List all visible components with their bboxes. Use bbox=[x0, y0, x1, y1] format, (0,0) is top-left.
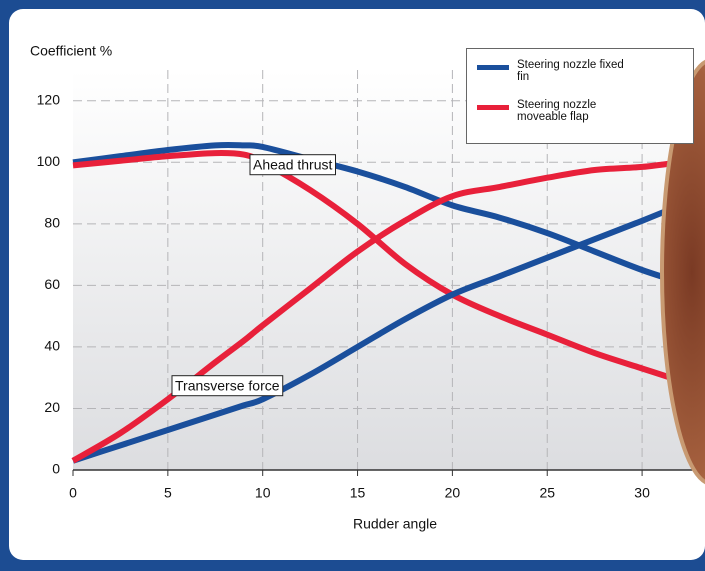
nozzle-photo bbox=[660, 59, 705, 485]
y-tick-label: 20 bbox=[44, 399, 60, 415]
y-tick-label: 120 bbox=[37, 91, 61, 107]
x-tick-label: 0 bbox=[69, 485, 77, 501]
legend: Steering nozzle fixed fin Steering nozzle… bbox=[466, 48, 694, 144]
legend-swatch bbox=[477, 65, 509, 70]
series-line bbox=[72, 149, 681, 384]
y-tick-label: 60 bbox=[44, 276, 60, 292]
y-tick-label: 100 bbox=[37, 153, 61, 169]
y-tick-label: 80 bbox=[44, 215, 60, 231]
x-tick-label: 10 bbox=[255, 485, 271, 501]
y-tick-label: 0 bbox=[52, 461, 60, 477]
legend-swatch bbox=[477, 105, 509, 110]
legend-label: Steering nozzle moveable flap bbox=[517, 99, 597, 123]
x-tick-label: 25 bbox=[539, 485, 555, 501]
annotation-box bbox=[249, 154, 336, 176]
x-tick-label: 5 bbox=[164, 485, 172, 501]
y-tick-label: 40 bbox=[44, 338, 60, 354]
annotation-box bbox=[171, 375, 284, 397]
annotation-label: Ahead thrust bbox=[253, 157, 332, 173]
x-axis-title: Rudder angle bbox=[353, 516, 437, 532]
y-axis-title: Coefficient % bbox=[30, 43, 112, 59]
series-line bbox=[72, 202, 682, 464]
annotation: Ahead thrust bbox=[249, 154, 336, 176]
annotation: Transverse force bbox=[171, 375, 284, 397]
legend-item: Steering nozzle moveable flap bbox=[477, 99, 627, 123]
legend-item: Steering nozzle fixed fin bbox=[477, 59, 627, 83]
x-tick-label: 30 bbox=[634, 485, 650, 501]
annotation-label: Transverse force bbox=[175, 378, 280, 394]
x-tick-label: 15 bbox=[350, 485, 366, 501]
x-tick-label: 20 bbox=[445, 485, 461, 501]
legend-label: Steering nozzle fixed fin bbox=[517, 59, 624, 83]
